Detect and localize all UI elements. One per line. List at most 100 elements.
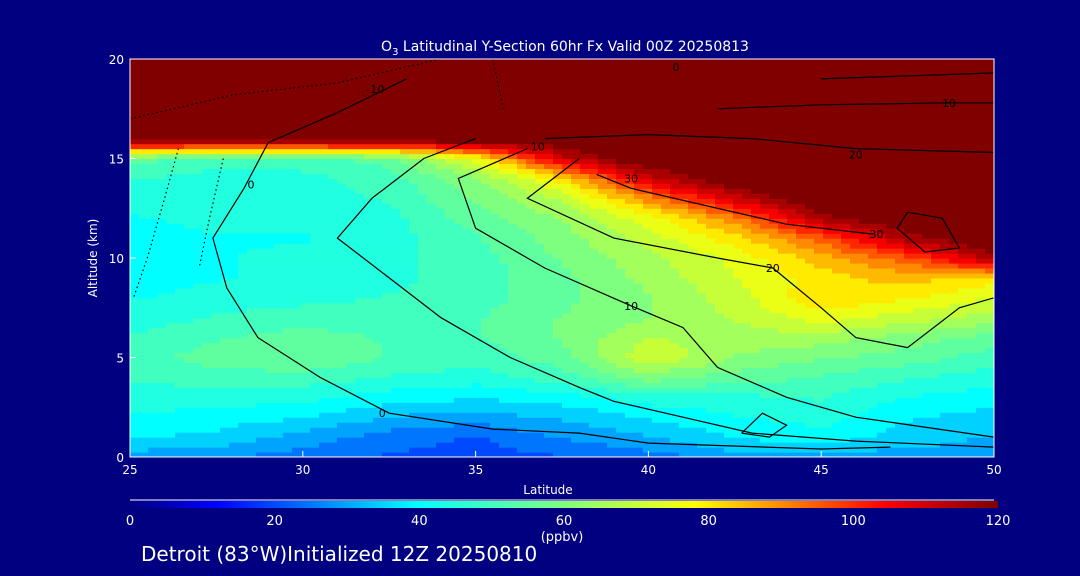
field-cell: [517, 387, 527, 393]
field-cell: [202, 442, 212, 448]
field-cell: [283, 397, 293, 403]
field-cell: [427, 133, 437, 140]
field-cell: [409, 277, 419, 284]
field-cell: [220, 78, 230, 85]
field-cell: [265, 407, 275, 413]
field-cell: [382, 138, 392, 145]
field-cell: [436, 243, 446, 249]
field-cell: [292, 223, 302, 229]
field-cell: [310, 133, 320, 140]
field-cell: [481, 103, 491, 110]
field-cell: [472, 372, 482, 378]
field-cell: [634, 357, 644, 364]
field-cell: [526, 362, 536, 369]
field-cell: [634, 382, 644, 388]
field-cell: [265, 377, 275, 383]
field-cell: [463, 432, 473, 438]
field-cell: [499, 73, 509, 80]
field-cell: [166, 248, 176, 254]
field-cell: [166, 297, 176, 304]
field-cell: [283, 98, 293, 105]
field-cell: [481, 372, 491, 378]
field-cell: [184, 148, 194, 155]
field-cell: [220, 292, 230, 299]
field-cell: [364, 282, 374, 289]
field-cell: [616, 59, 626, 65]
field-cell: [526, 128, 536, 135]
field-cell: [634, 223, 644, 229]
field-cell: [283, 417, 293, 423]
field-cell: [499, 302, 509, 309]
field-cell: [445, 208, 455, 214]
field-cell: [274, 272, 284, 279]
field-cell: [562, 123, 572, 130]
field-cell: [589, 123, 599, 130]
field-cell: [670, 322, 680, 329]
field-cell: [193, 437, 203, 443]
field-cell: [535, 277, 545, 284]
field-cell: [409, 307, 419, 314]
field-cell: [337, 173, 347, 179]
field-cell: [139, 302, 149, 309]
field-cell: [607, 322, 617, 329]
field-cell: [346, 188, 356, 194]
field-cell: [220, 83, 230, 90]
field-cell: [274, 248, 284, 254]
field-cell: [220, 367, 230, 374]
field-cell: [400, 108, 410, 115]
field-cell: [157, 307, 167, 314]
field-cell: [616, 208, 626, 214]
field-cell: [130, 138, 140, 145]
field-cell: [634, 183, 644, 189]
field-cell: [265, 297, 275, 304]
field-cell: [238, 347, 248, 354]
field-cell: [355, 322, 365, 329]
field-cell: [436, 302, 446, 309]
field-cell: [481, 188, 491, 194]
field-cell: [382, 262, 392, 269]
field-cell: [472, 128, 482, 135]
field-cell: [661, 377, 671, 383]
field-cell: [202, 83, 212, 90]
field-cell: [634, 287, 644, 294]
field-cell: [373, 223, 383, 229]
field-cell: [373, 402, 383, 408]
field-cell: [193, 327, 203, 334]
field-cell: [499, 307, 509, 314]
field-cell: [427, 228, 437, 234]
field-cell: [526, 248, 536, 254]
field-cell: [625, 123, 635, 130]
field-cell: [220, 407, 230, 413]
field-cell: [373, 372, 383, 378]
field-cell: [283, 213, 293, 219]
field-cell: [463, 223, 473, 229]
field-cell: [454, 347, 464, 354]
field-cell: [589, 387, 599, 393]
field-cell: [508, 377, 518, 383]
field-cell: [373, 258, 383, 264]
field-cell: [130, 213, 140, 219]
field-cell: [283, 282, 293, 289]
field-cell: [454, 367, 464, 374]
field-cell: [580, 382, 590, 388]
field-cell: [616, 88, 626, 95]
field-cell: [418, 442, 428, 448]
field-cell: [283, 158, 293, 165]
field-cell: [553, 282, 563, 289]
field-cell: [166, 327, 176, 334]
field-cell: [481, 397, 491, 403]
field-cell: [589, 113, 599, 120]
field-cell: [346, 73, 356, 80]
field-cell: [499, 412, 509, 418]
field-cell: [499, 248, 509, 254]
field-cell: [175, 168, 185, 175]
field-cell: [202, 138, 212, 145]
field-cell: [472, 103, 482, 110]
field-cell: [400, 168, 410, 175]
field-cell: [229, 78, 239, 85]
field-cell: [616, 78, 626, 85]
field-cell: [427, 98, 437, 105]
field-cell: [283, 183, 293, 189]
field-cell: [436, 103, 446, 110]
field-cell: [625, 158, 635, 165]
